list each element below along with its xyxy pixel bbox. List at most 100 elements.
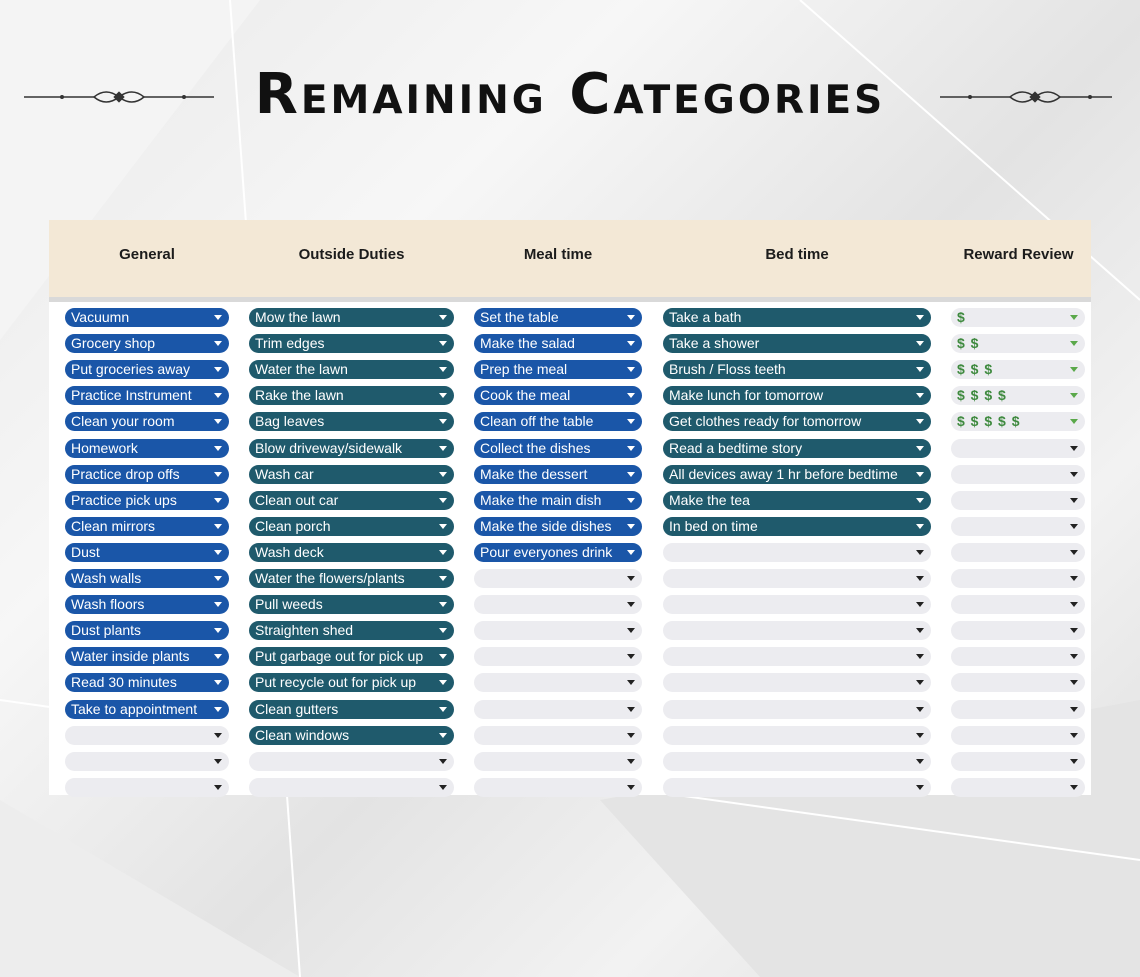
dropdown-chip[interactable]: Blow driveway/sidewalk — [249, 439, 454, 458]
dropdown-chip[interactable]: Rake the lawn — [249, 386, 454, 405]
dropdown-chip[interactable]: Wash car — [249, 465, 454, 484]
dropdown-chip[interactable]: $ $ $ $ — [951, 386, 1085, 405]
dropdown-chip[interactable]: $ $ — [951, 334, 1085, 353]
caret-down-icon[interactable] — [627, 680, 635, 685]
caret-down-icon[interactable] — [439, 628, 447, 633]
caret-down-icon[interactable] — [439, 654, 447, 659]
empty-dropdown-chip[interactable] — [951, 673, 1085, 692]
caret-down-icon[interactable] — [1070, 785, 1078, 790]
caret-down-icon[interactable] — [1070, 472, 1078, 477]
caret-down-icon[interactable] — [439, 524, 447, 529]
empty-dropdown-chip[interactable] — [951, 647, 1085, 666]
empty-dropdown-chip[interactable] — [663, 752, 931, 771]
caret-down-icon[interactable] — [627, 785, 635, 790]
dropdown-chip[interactable]: Straighten shed — [249, 621, 454, 640]
caret-down-icon[interactable] — [1070, 341, 1078, 346]
dropdown-chip[interactable]: Take a shower — [663, 334, 931, 353]
caret-down-icon[interactable] — [214, 472, 222, 477]
dropdown-chip[interactable]: Make the tea — [663, 491, 931, 510]
caret-down-icon[interactable] — [1070, 315, 1078, 320]
caret-down-icon[interactable] — [916, 367, 924, 372]
caret-down-icon[interactable] — [916, 785, 924, 790]
caret-down-icon[interactable] — [214, 498, 222, 503]
caret-down-icon[interactable] — [627, 472, 635, 477]
empty-dropdown-chip[interactable] — [474, 621, 642, 640]
dropdown-chip[interactable]: Grocery shop — [65, 334, 229, 353]
caret-down-icon[interactable] — [439, 419, 447, 424]
caret-down-icon[interactable] — [627, 524, 635, 529]
dropdown-chip[interactable]: Practice pick ups — [65, 491, 229, 510]
caret-down-icon[interactable] — [916, 759, 924, 764]
empty-dropdown-chip[interactable] — [474, 726, 642, 745]
caret-down-icon[interactable] — [1070, 367, 1078, 372]
caret-down-icon[interactable] — [1070, 550, 1078, 555]
caret-down-icon[interactable] — [214, 654, 222, 659]
caret-down-icon[interactable] — [627, 733, 635, 738]
dropdown-chip[interactable]: Clean out car — [249, 491, 454, 510]
caret-down-icon[interactable] — [439, 680, 447, 685]
caret-down-icon[interactable] — [916, 680, 924, 685]
caret-down-icon[interactable] — [439, 498, 447, 503]
caret-down-icon[interactable] — [214, 602, 222, 607]
empty-dropdown-chip[interactable] — [65, 752, 229, 771]
dropdown-chip[interactable]: Put recycle out for pick up — [249, 673, 454, 692]
caret-down-icon[interactable] — [1070, 602, 1078, 607]
caret-down-icon[interactable] — [916, 576, 924, 581]
dropdown-chip[interactable]: Clean mirrors — [65, 517, 229, 536]
caret-down-icon[interactable] — [439, 315, 447, 320]
dropdown-chip[interactable]: Trim edges — [249, 334, 454, 353]
empty-dropdown-chip[interactable] — [474, 673, 642, 692]
dropdown-chip[interactable]: In bed on time — [663, 517, 931, 536]
dropdown-chip[interactable]: Make the dessert — [474, 465, 642, 484]
dropdown-chip[interactable]: Put garbage out for pick up — [249, 647, 454, 666]
caret-down-icon[interactable] — [214, 628, 222, 633]
empty-dropdown-chip[interactable] — [951, 778, 1085, 797]
caret-down-icon[interactable] — [916, 550, 924, 555]
caret-down-icon[interactable] — [627, 393, 635, 398]
caret-down-icon[interactable] — [1070, 419, 1078, 424]
caret-down-icon[interactable] — [214, 393, 222, 398]
empty-dropdown-chip[interactable] — [951, 465, 1085, 484]
dropdown-chip[interactable]: Vacuumn — [65, 308, 229, 327]
caret-down-icon[interactable] — [1070, 446, 1078, 451]
caret-down-icon[interactable] — [627, 498, 635, 503]
dropdown-chip[interactable]: Make lunch for tomorrow — [663, 386, 931, 405]
caret-down-icon[interactable] — [627, 315, 635, 320]
dropdown-chip[interactable]: Make the main dish — [474, 491, 642, 510]
dropdown-chip[interactable]: Wash deck — [249, 543, 454, 562]
caret-down-icon[interactable] — [1070, 759, 1078, 764]
dropdown-chip[interactable]: Take to appointment — [65, 700, 229, 719]
caret-down-icon[interactable] — [439, 393, 447, 398]
dropdown-chip[interactable]: Get clothes ready for tomorrow — [663, 412, 931, 431]
caret-down-icon[interactable] — [214, 341, 222, 346]
caret-down-icon[interactable] — [1070, 498, 1078, 503]
empty-dropdown-chip[interactable] — [249, 778, 454, 797]
caret-down-icon[interactable] — [916, 628, 924, 633]
caret-down-icon[interactable] — [1070, 393, 1078, 398]
caret-down-icon[interactable] — [916, 498, 924, 503]
caret-down-icon[interactable] — [439, 759, 447, 764]
empty-dropdown-chip[interactable] — [474, 700, 642, 719]
dropdown-chip[interactable]: Water the lawn — [249, 360, 454, 379]
caret-down-icon[interactable] — [214, 785, 222, 790]
caret-down-icon[interactable] — [439, 733, 447, 738]
empty-dropdown-chip[interactable] — [663, 700, 931, 719]
dropdown-chip[interactable]: Mow the lawn — [249, 308, 454, 327]
caret-down-icon[interactable] — [627, 550, 635, 555]
caret-down-icon[interactable] — [916, 733, 924, 738]
caret-down-icon[interactable] — [439, 707, 447, 712]
caret-down-icon[interactable] — [627, 367, 635, 372]
dropdown-chip[interactable]: All devices away 1 hr before bedtime — [663, 465, 931, 484]
caret-down-icon[interactable] — [214, 315, 222, 320]
caret-down-icon[interactable] — [439, 785, 447, 790]
dropdown-chip[interactable]: Wash floors — [65, 595, 229, 614]
dropdown-chip[interactable]: Practice Instrument — [65, 386, 229, 405]
caret-down-icon[interactable] — [627, 576, 635, 581]
dropdown-chip[interactable]: Clean gutters — [249, 700, 454, 719]
empty-dropdown-chip[interactable] — [951, 439, 1085, 458]
dropdown-chip[interactable]: Read a bedtime story — [663, 439, 931, 458]
dropdown-chip[interactable]: Clean windows — [249, 726, 454, 745]
caret-down-icon[interactable] — [916, 393, 924, 398]
dropdown-chip[interactable]: Water inside plants — [65, 647, 229, 666]
dropdown-chip[interactable]: Water the flowers/plants — [249, 569, 454, 588]
